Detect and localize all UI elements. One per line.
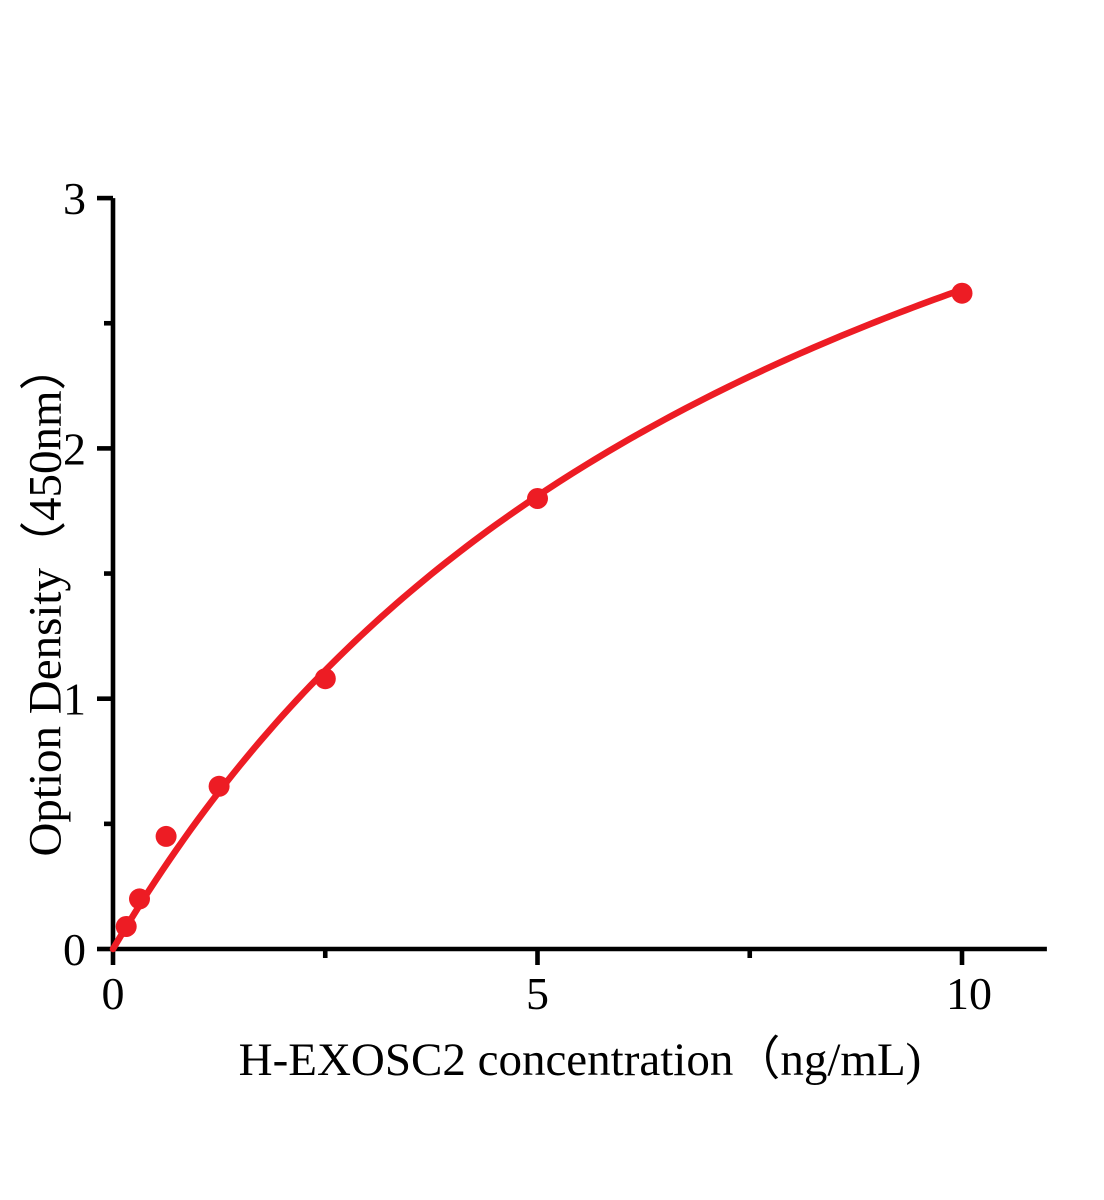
data-point bbox=[208, 775, 230, 797]
data-point bbox=[527, 488, 548, 509]
x-axis-title: H-EXOSC2 concentration（ng/mL) bbox=[238, 1034, 922, 1086]
y-tick-label: 1 bbox=[63, 674, 86, 725]
data-point bbox=[155, 825, 177, 847]
y-tick-label: 2 bbox=[63, 423, 86, 474]
data-point bbox=[129, 888, 150, 910]
x-tick-label: 5 bbox=[526, 968, 549, 1019]
y-tick-label: 0 bbox=[63, 924, 86, 975]
data-point bbox=[951, 282, 973, 304]
y-axis-title: Option Density（450nm） bbox=[19, 343, 72, 857]
fit-curve bbox=[109, 286, 966, 953]
y-tick-label: 3 bbox=[63, 173, 86, 224]
data-point bbox=[314, 668, 336, 690]
x-tick-label: 0 bbox=[102, 968, 125, 1019]
x-tick-label: 10 bbox=[946, 968, 992, 1019]
data-point bbox=[115, 916, 137, 937]
